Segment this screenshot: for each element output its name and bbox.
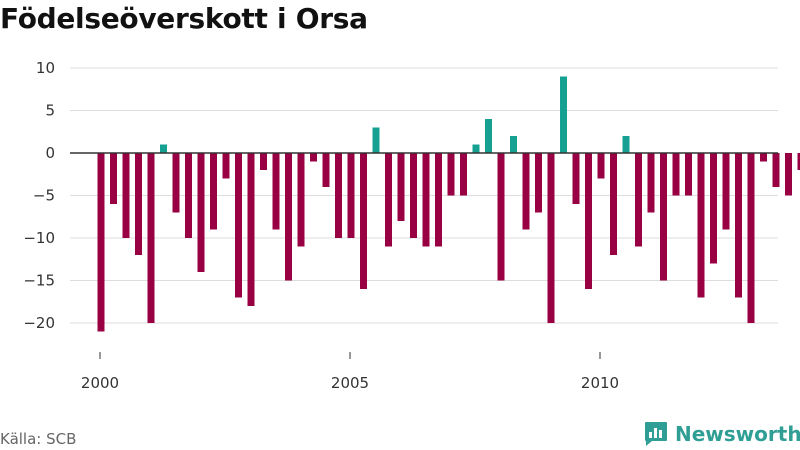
bar-negative [610, 153, 617, 255]
bar-negative [297, 153, 305, 247]
bar-negative [460, 153, 467, 196]
bar-negative [322, 153, 330, 187]
x-tick-label: 2005 [331, 374, 369, 392]
bar-negative [285, 153, 292, 281]
bar-negative [347, 153, 355, 238]
bar-positive [622, 136, 630, 153]
bar-positive [160, 144, 167, 153]
bar-negative [747, 153, 755, 323]
bar-negative [447, 153, 455, 196]
bar-negative [647, 153, 655, 213]
brand-name: Newsworthy [675, 422, 800, 446]
bar-negative [685, 153, 692, 196]
y-tick-label: 0 [45, 144, 55, 162]
x-tick-label: 2010 [581, 374, 619, 392]
bar-negative [210, 153, 217, 230]
bar-negative [585, 153, 592, 289]
bar-negative [435, 153, 442, 247]
bar-negative [385, 153, 392, 247]
bar-positive [472, 144, 480, 153]
bar-negative [535, 153, 542, 213]
bar-negative [360, 153, 367, 289]
bar-negative [110, 153, 117, 204]
bar-negative [572, 153, 580, 204]
y-tick-label: −5 [33, 187, 55, 205]
y-tick-label: −20 [23, 314, 55, 332]
bar-positive [372, 127, 380, 153]
bar-negative [422, 153, 430, 247]
bar-negative [310, 153, 317, 162]
bar-negative [135, 153, 142, 255]
bar-negative [247, 153, 255, 306]
bar-negative [222, 153, 230, 179]
bar-negative [710, 153, 717, 264]
bar-negative [197, 153, 205, 272]
bar-negative [660, 153, 667, 281]
bar-negative [635, 153, 642, 247]
bar-negative [410, 153, 417, 238]
bar-negative [335, 153, 342, 238]
x-tick-label: 2000 [81, 374, 119, 392]
bar-negative [260, 153, 267, 170]
bar-negative [722, 153, 730, 230]
newsworthy-logo-icon [645, 422, 667, 446]
bar-negative [397, 153, 405, 221]
bar-negative [672, 153, 680, 196]
bar-negative [522, 153, 530, 230]
bar-negative [235, 153, 242, 298]
y-tick-label: 10 [36, 59, 55, 77]
bar-negative [772, 153, 780, 187]
bar-negative [122, 153, 130, 238]
source-note: Källa: SCB [0, 430, 77, 448]
bar-negative [147, 153, 155, 323]
bar-negative [735, 153, 742, 298]
brand-logo[interactable]: Newsworthy [644, 419, 800, 449]
y-tick-label: 5 [45, 102, 55, 120]
bar-negative [172, 153, 180, 213]
bar-negative [185, 153, 192, 238]
bar-negative [760, 153, 767, 162]
bar-negative [697, 153, 705, 298]
bar-negative [272, 153, 280, 230]
bar-negative [597, 153, 605, 179]
bar-positive [485, 119, 492, 153]
bars [97, 76, 800, 332]
bar-negative [497, 153, 505, 281]
y-tick-label: −10 [23, 229, 55, 247]
chart-title: Födelseöverskott i Orsa [0, 2, 368, 35]
bar-positive [510, 136, 517, 153]
bar-negative [785, 153, 792, 196]
y-tick-label: −15 [23, 272, 55, 290]
bar-negative [797, 153, 800, 170]
bar-negative [97, 153, 105, 332]
bar-negative [547, 153, 555, 323]
bar-positive [560, 76, 567, 153]
